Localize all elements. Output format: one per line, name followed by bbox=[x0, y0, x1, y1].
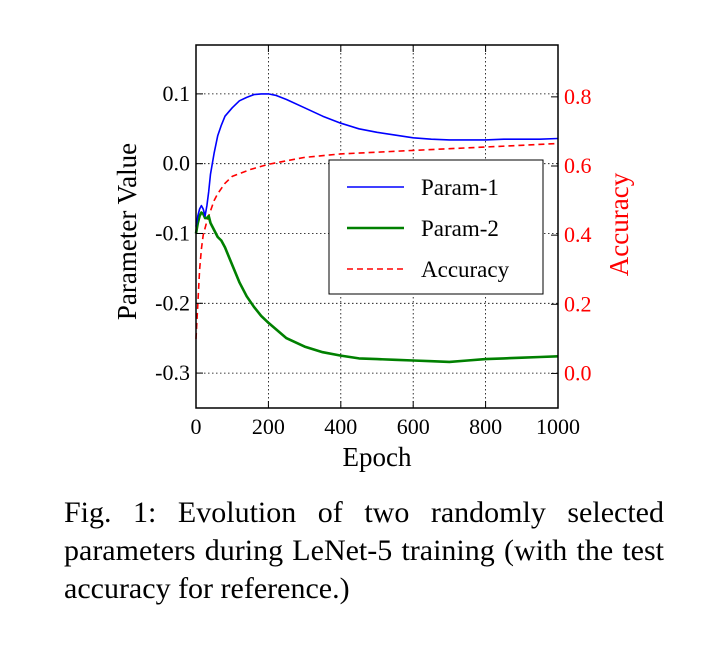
axes-layer: 0 200 400 600 800 1000 0.1 0.0 -0.1 -0.2 -0.3 0.8 0.… bbox=[155, 45, 592, 439]
y2-tick-label: 0.6 bbox=[564, 153, 592, 178]
x-axis-label: Epoch bbox=[343, 442, 412, 472]
x-tick-label: 600 bbox=[397, 414, 430, 439]
x-tick-label: 0 bbox=[191, 414, 202, 439]
y2-tick-label: 0.0 bbox=[564, 360, 592, 385]
series-line-param-1 bbox=[195, 93, 559, 227]
y-tick-label: 0.0 bbox=[163, 151, 191, 176]
secondary-y-axis-label: Accuracy bbox=[604, 172, 634, 276]
x-tick-label: 400 bbox=[324, 414, 357, 439]
y2-tick-label: 0.2 bbox=[564, 291, 592, 316]
legend: Param-1 Param-2 Accuracy bbox=[328, 159, 544, 295]
plot-frame bbox=[195, 44, 559, 409]
y-tick-label: -0.1 bbox=[155, 220, 190, 245]
x-tick-label: 1000 bbox=[536, 414, 580, 439]
x-tick-label: 200 bbox=[252, 414, 285, 439]
x-tick-label: 800 bbox=[469, 414, 502, 439]
y-tick-label: -0.3 bbox=[155, 360, 190, 385]
y-tick-label: -0.2 bbox=[155, 290, 190, 315]
series-line-accuracy bbox=[195, 142, 559, 339]
y2-tick-label: 0.4 bbox=[564, 222, 592, 247]
legend-label: Param-2 bbox=[421, 216, 499, 241]
y-tick-label: 0.1 bbox=[163, 81, 191, 106]
legend-label: Accuracy bbox=[421, 257, 510, 282]
line-chart: 0 200 400 600 800 1000 0.1 0.0 -0.1 -0.2 -0.3 0.8 0.… bbox=[112, 44, 634, 472]
y-axis-label: Parameter Value bbox=[112, 143, 142, 320]
series-layer bbox=[194, 93, 559, 364]
figure-caption: Fig. 1: Evolution of two randomly select… bbox=[64, 496, 664, 605]
legend-label: Param-1 bbox=[421, 175, 499, 200]
series-line-param-2 bbox=[194, 211, 559, 364]
y2-tick-label: 0.8 bbox=[564, 84, 592, 109]
